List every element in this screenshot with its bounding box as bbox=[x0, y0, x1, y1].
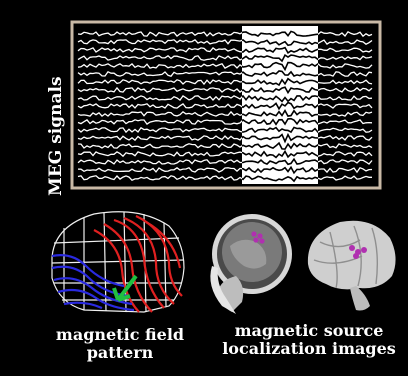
mri-sagittal-slice bbox=[210, 214, 292, 314]
meg-traces bbox=[77, 30, 373, 183]
source-caption-line2: localization images bbox=[222, 339, 396, 358]
meg-trace bbox=[77, 142, 373, 150]
source-dot bbox=[259, 238, 265, 244]
source-localization-caption: magnetic source localization images bbox=[214, 322, 404, 358]
3d-brain-render bbox=[307, 220, 396, 311]
source-dot bbox=[253, 237, 259, 243]
meg-signals-panel bbox=[70, 20, 382, 190]
meg-trace bbox=[77, 30, 373, 38]
meg-trace bbox=[77, 70, 373, 77]
meg-trace bbox=[77, 133, 373, 144]
meg-trace bbox=[77, 86, 373, 94]
meg-trace bbox=[77, 166, 373, 175]
field-caption-line2: pattern bbox=[86, 343, 154, 362]
source-dot bbox=[361, 247, 367, 253]
meg-trace bbox=[77, 46, 373, 54]
field-pattern-caption: magnetic field pattern bbox=[40, 326, 200, 362]
source-dot bbox=[349, 245, 355, 251]
meg-trace bbox=[77, 150, 373, 159]
source-dot bbox=[257, 233, 263, 239]
red-field-contours bbox=[93, 215, 183, 313]
meg-trace bbox=[77, 61, 373, 71]
source-dot bbox=[353, 253, 359, 259]
meg-trace bbox=[77, 101, 373, 111]
meg-trace bbox=[77, 158, 373, 166]
head-wireframe bbox=[51, 211, 185, 313]
field-caption-line1: magnetic field bbox=[55, 325, 185, 344]
meg-trace bbox=[77, 109, 373, 117]
magnetic-field-pattern-head bbox=[51, 211, 185, 313]
meg-signals-label: MEG signals bbox=[46, 76, 66, 196]
dipole-arrow bbox=[112, 274, 138, 302]
meg-trace bbox=[77, 126, 373, 134]
source-dot bbox=[251, 231, 257, 237]
meg-trace bbox=[77, 94, 373, 103]
meg-trace bbox=[77, 77, 373, 86]
meg-trace bbox=[77, 54, 373, 63]
source-caption-line1: magnetic source bbox=[234, 321, 384, 340]
meg-trace bbox=[77, 38, 373, 47]
meg-trace bbox=[77, 175, 372, 183]
meg-trace bbox=[77, 118, 373, 126]
